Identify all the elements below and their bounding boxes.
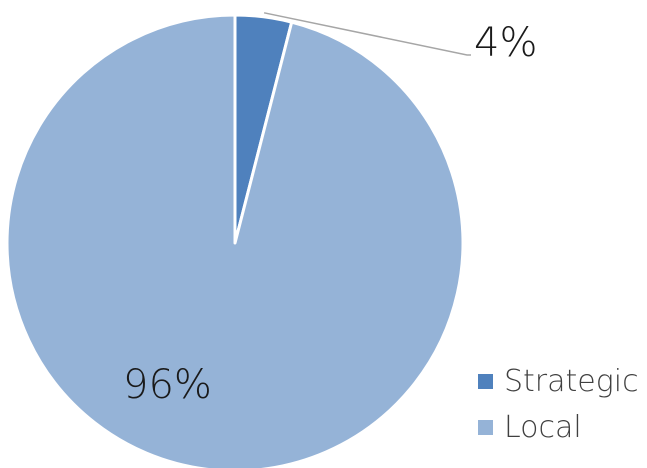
legend-label-local: Local xyxy=(504,409,582,445)
pie-slice-local xyxy=(5,13,465,468)
legend-swatch-strategic xyxy=(478,373,493,389)
legend-item-local: Local xyxy=(478,404,643,450)
legend-item-strategic: Strategic xyxy=(478,358,643,404)
leader-line-strategic xyxy=(263,12,471,56)
data-label-local: 96% xyxy=(123,362,212,408)
chart-legend: Strategic Local xyxy=(478,358,643,450)
legend-swatch-local xyxy=(478,419,493,435)
data-label-strategic: 4% xyxy=(474,20,537,66)
legend-label-strategic: Strategic xyxy=(504,363,639,399)
